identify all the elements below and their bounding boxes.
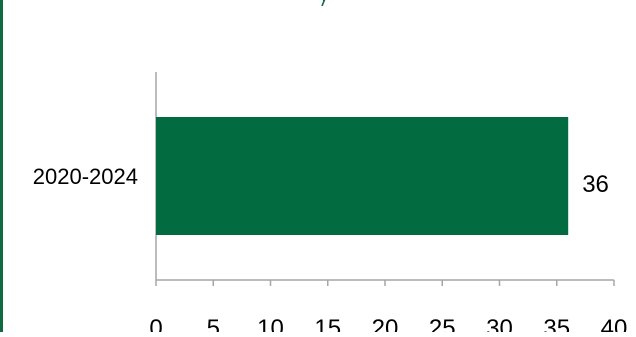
x-tick-label: 0 bbox=[149, 315, 162, 332]
x-tick-label: 30 bbox=[486, 315, 513, 332]
x-tick-label: 25 bbox=[429, 315, 456, 332]
x-tick-label: 40 bbox=[601, 315, 628, 332]
bar-2020-2024 bbox=[156, 117, 569, 235]
x-tick-label: 5 bbox=[207, 315, 220, 332]
chart-border-left bbox=[0, 0, 3, 332]
x-tick-label: 20 bbox=[372, 315, 399, 332]
x-tick-label: 10 bbox=[257, 315, 284, 332]
title-fragment-glyph bbox=[318, 0, 330, 7]
x-tick-label: 15 bbox=[314, 315, 341, 332]
plot-area: 0 5 10 15 20 25 30 35 40 2020-2024 36 bbox=[33, 72, 628, 337]
x-tick-label: 35 bbox=[543, 315, 570, 332]
data-label: 36 bbox=[582, 171, 609, 198]
category-label: 2020-2024 bbox=[33, 164, 138, 189]
